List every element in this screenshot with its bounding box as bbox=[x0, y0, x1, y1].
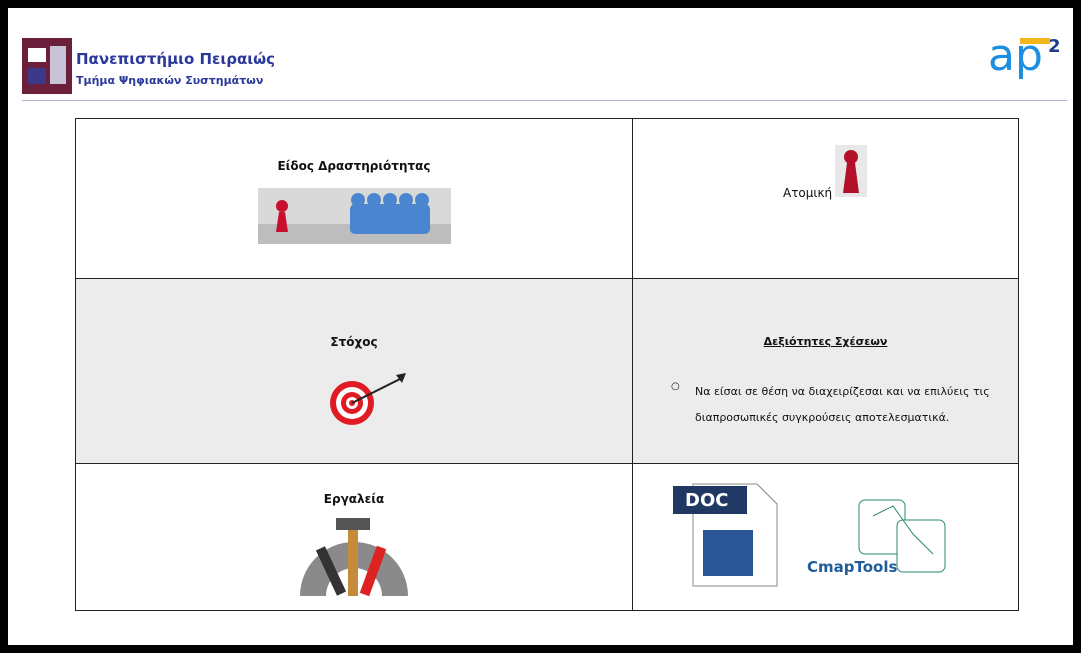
table-cell: Εργαλεία bbox=[75, 463, 633, 611]
pawn-image bbox=[835, 145, 867, 197]
table-cell: Δεξιότητες Σχέσεων ○ Να είσαι σε θέση να… bbox=[632, 278, 1019, 464]
logo-bar bbox=[1020, 38, 1050, 44]
doc-icon bbox=[673, 483, 778, 587]
cell-label: Στόχος bbox=[330, 335, 378, 349]
cmaptools-icon bbox=[858, 499, 946, 573]
cmaptools-label: CmapTools bbox=[807, 558, 898, 576]
document: Πανεπιστήμιο Πειραιώς Τμήμα Ψηφιακών Συσ… bbox=[8, 8, 1073, 645]
skills-heading: Δεξιότητες Σχέσεων bbox=[763, 335, 888, 348]
pawns-image bbox=[258, 188, 451, 244]
bullet-marker: ○ bbox=[671, 381, 680, 392]
tools-image bbox=[300, 518, 408, 596]
cell-label: Εργαλεία bbox=[323, 492, 385, 506]
cell-label: Είδος Δραστηριότητας bbox=[277, 159, 431, 173]
logo-superscript: 2 bbox=[1048, 36, 1061, 57]
header-rule bbox=[22, 100, 1067, 101]
doc-label: DOC bbox=[685, 490, 729, 511]
cell-text: Ατομική bbox=[783, 186, 833, 200]
department-name: Τμήμα Ψηφιακών Συστημάτων bbox=[76, 74, 264, 87]
table-cell: Στόχος bbox=[75, 278, 633, 464]
bullet-text: Να είσαι σε θέση να διαχειρίζεσαι και να… bbox=[695, 385, 990, 424]
ap2-logo: ap 2 bbox=[988, 30, 1068, 86]
table-cell: Ατομική bbox=[632, 118, 1019, 279]
table-cell: Είδος Δραστηριότητας bbox=[75, 118, 633, 279]
target-image bbox=[330, 373, 406, 425]
university-name: Πανεπιστήμιο Πειραιώς bbox=[76, 50, 276, 68]
table-cell: DOC CmapTools bbox=[632, 463, 1019, 611]
university-crest bbox=[22, 38, 72, 94]
